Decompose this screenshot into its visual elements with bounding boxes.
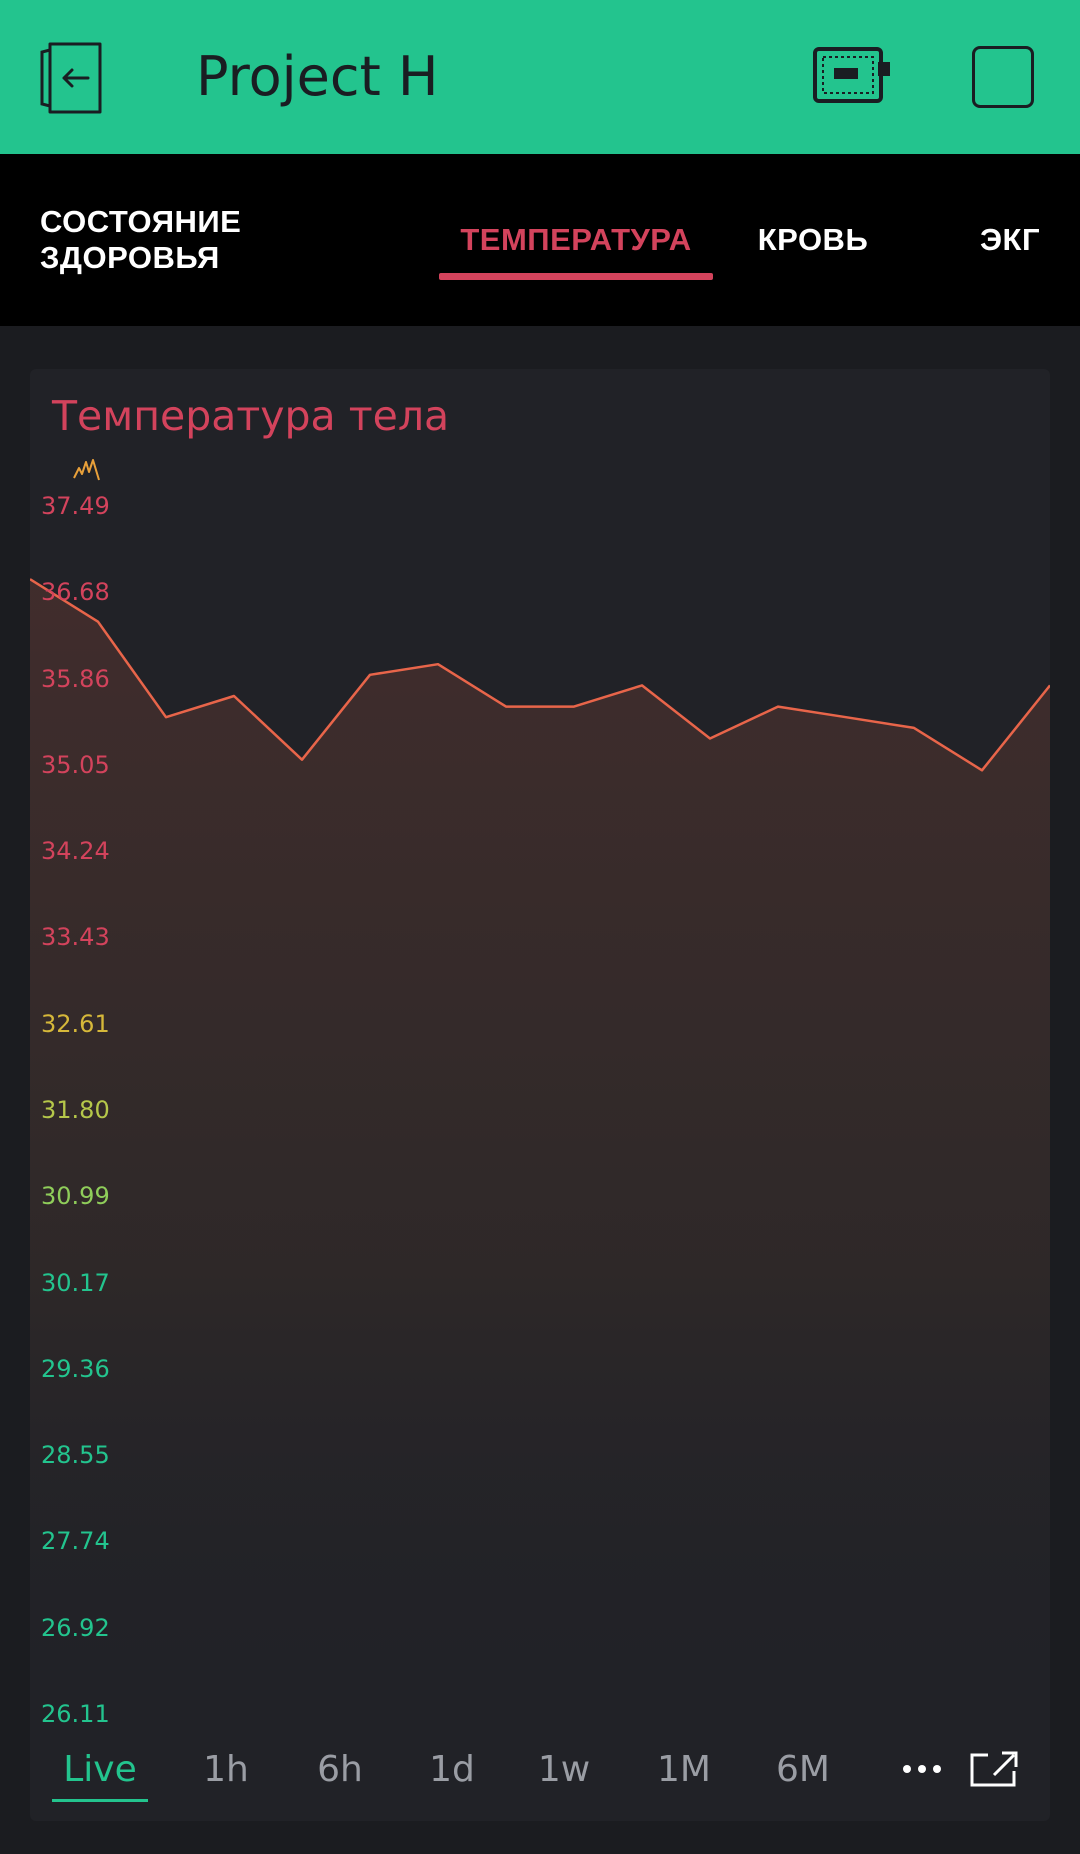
y-tick-label: 37.49 (41, 492, 110, 520)
tab-health-status[interactable]: СОСТОЯНИЕ ЗДОРОВЬЯ (40, 204, 242, 275)
y-tick-label: 28.55 (41, 1440, 110, 1469)
chart-title: Температура тела (52, 392, 450, 440)
fullscreen-icon[interactable] (968, 1749, 1020, 1789)
y-tick-label: 35.86 (41, 665, 110, 694)
square-icon[interactable] (972, 46, 1034, 108)
tab-ecg[interactable]: ЭКГ (979, 222, 1041, 257)
tab-bar: СОСТОЯНИЕ ЗДОРОВЬЯ ТЕМПЕРАТУРА КРОВЬ ЭКГ (0, 154, 1080, 326)
time-range-bar: Live 1h 6h 1d 1w 1M 6M (30, 1729, 1050, 1821)
range-1h[interactable]: 1h (203, 1748, 249, 1790)
device-board-icon[interactable] (812, 44, 892, 108)
exit-door-icon[interactable] (36, 40, 120, 116)
y-tick-label: 30.99 (41, 1181, 110, 1210)
more-dots-icon[interactable] (892, 1729, 952, 1809)
tab-blood[interactable]: КРОВЬ (757, 222, 869, 257)
y-tick-label: 26.11 (41, 1700, 110, 1728)
y-tick-label: 35.05 (41, 751, 110, 779)
y-tick-label: 36.68 (41, 577, 110, 606)
range-6h[interactable]: 6h (317, 1748, 363, 1790)
tab-temperature[interactable]: ТЕМПЕРАТУРА (460, 222, 692, 257)
app-title: Project H (196, 45, 439, 108)
y-tick-label: 33.43 (41, 922, 110, 951)
app-header: Project H (0, 0, 1080, 154)
y-tick-label: 32.61 (41, 1010, 110, 1039)
chart-card: Температура тела Live 1h 6h 1d 1w 1M 6M (30, 369, 1050, 1821)
y-tick-label: 31.80 (41, 1096, 110, 1124)
area-fill (30, 579, 1050, 1715)
active-tab-indicator (439, 273, 713, 280)
range-1m[interactable]: 1M (657, 1748, 711, 1790)
range-selected-underline (52, 1799, 148, 1802)
y-tick-label: 27.74 (41, 1526, 110, 1555)
range-live[interactable]: Live (63, 1748, 137, 1790)
range-1w[interactable]: 1w (537, 1748, 591, 1790)
y-tick-label: 29.36 (41, 1355, 110, 1383)
range-6m[interactable]: 6M (776, 1748, 830, 1790)
y-tick-label: 30.17 (41, 1269, 110, 1298)
y-tick-label: 26.92 (41, 1614, 110, 1643)
series-line (30, 578, 1050, 772)
temperature-chart[interactable] (30, 369, 1050, 1821)
range-1d[interactable]: 1d (429, 1748, 475, 1790)
y-tick-label: 34.24 (41, 836, 110, 865)
sparkline-icon[interactable] (72, 454, 102, 484)
